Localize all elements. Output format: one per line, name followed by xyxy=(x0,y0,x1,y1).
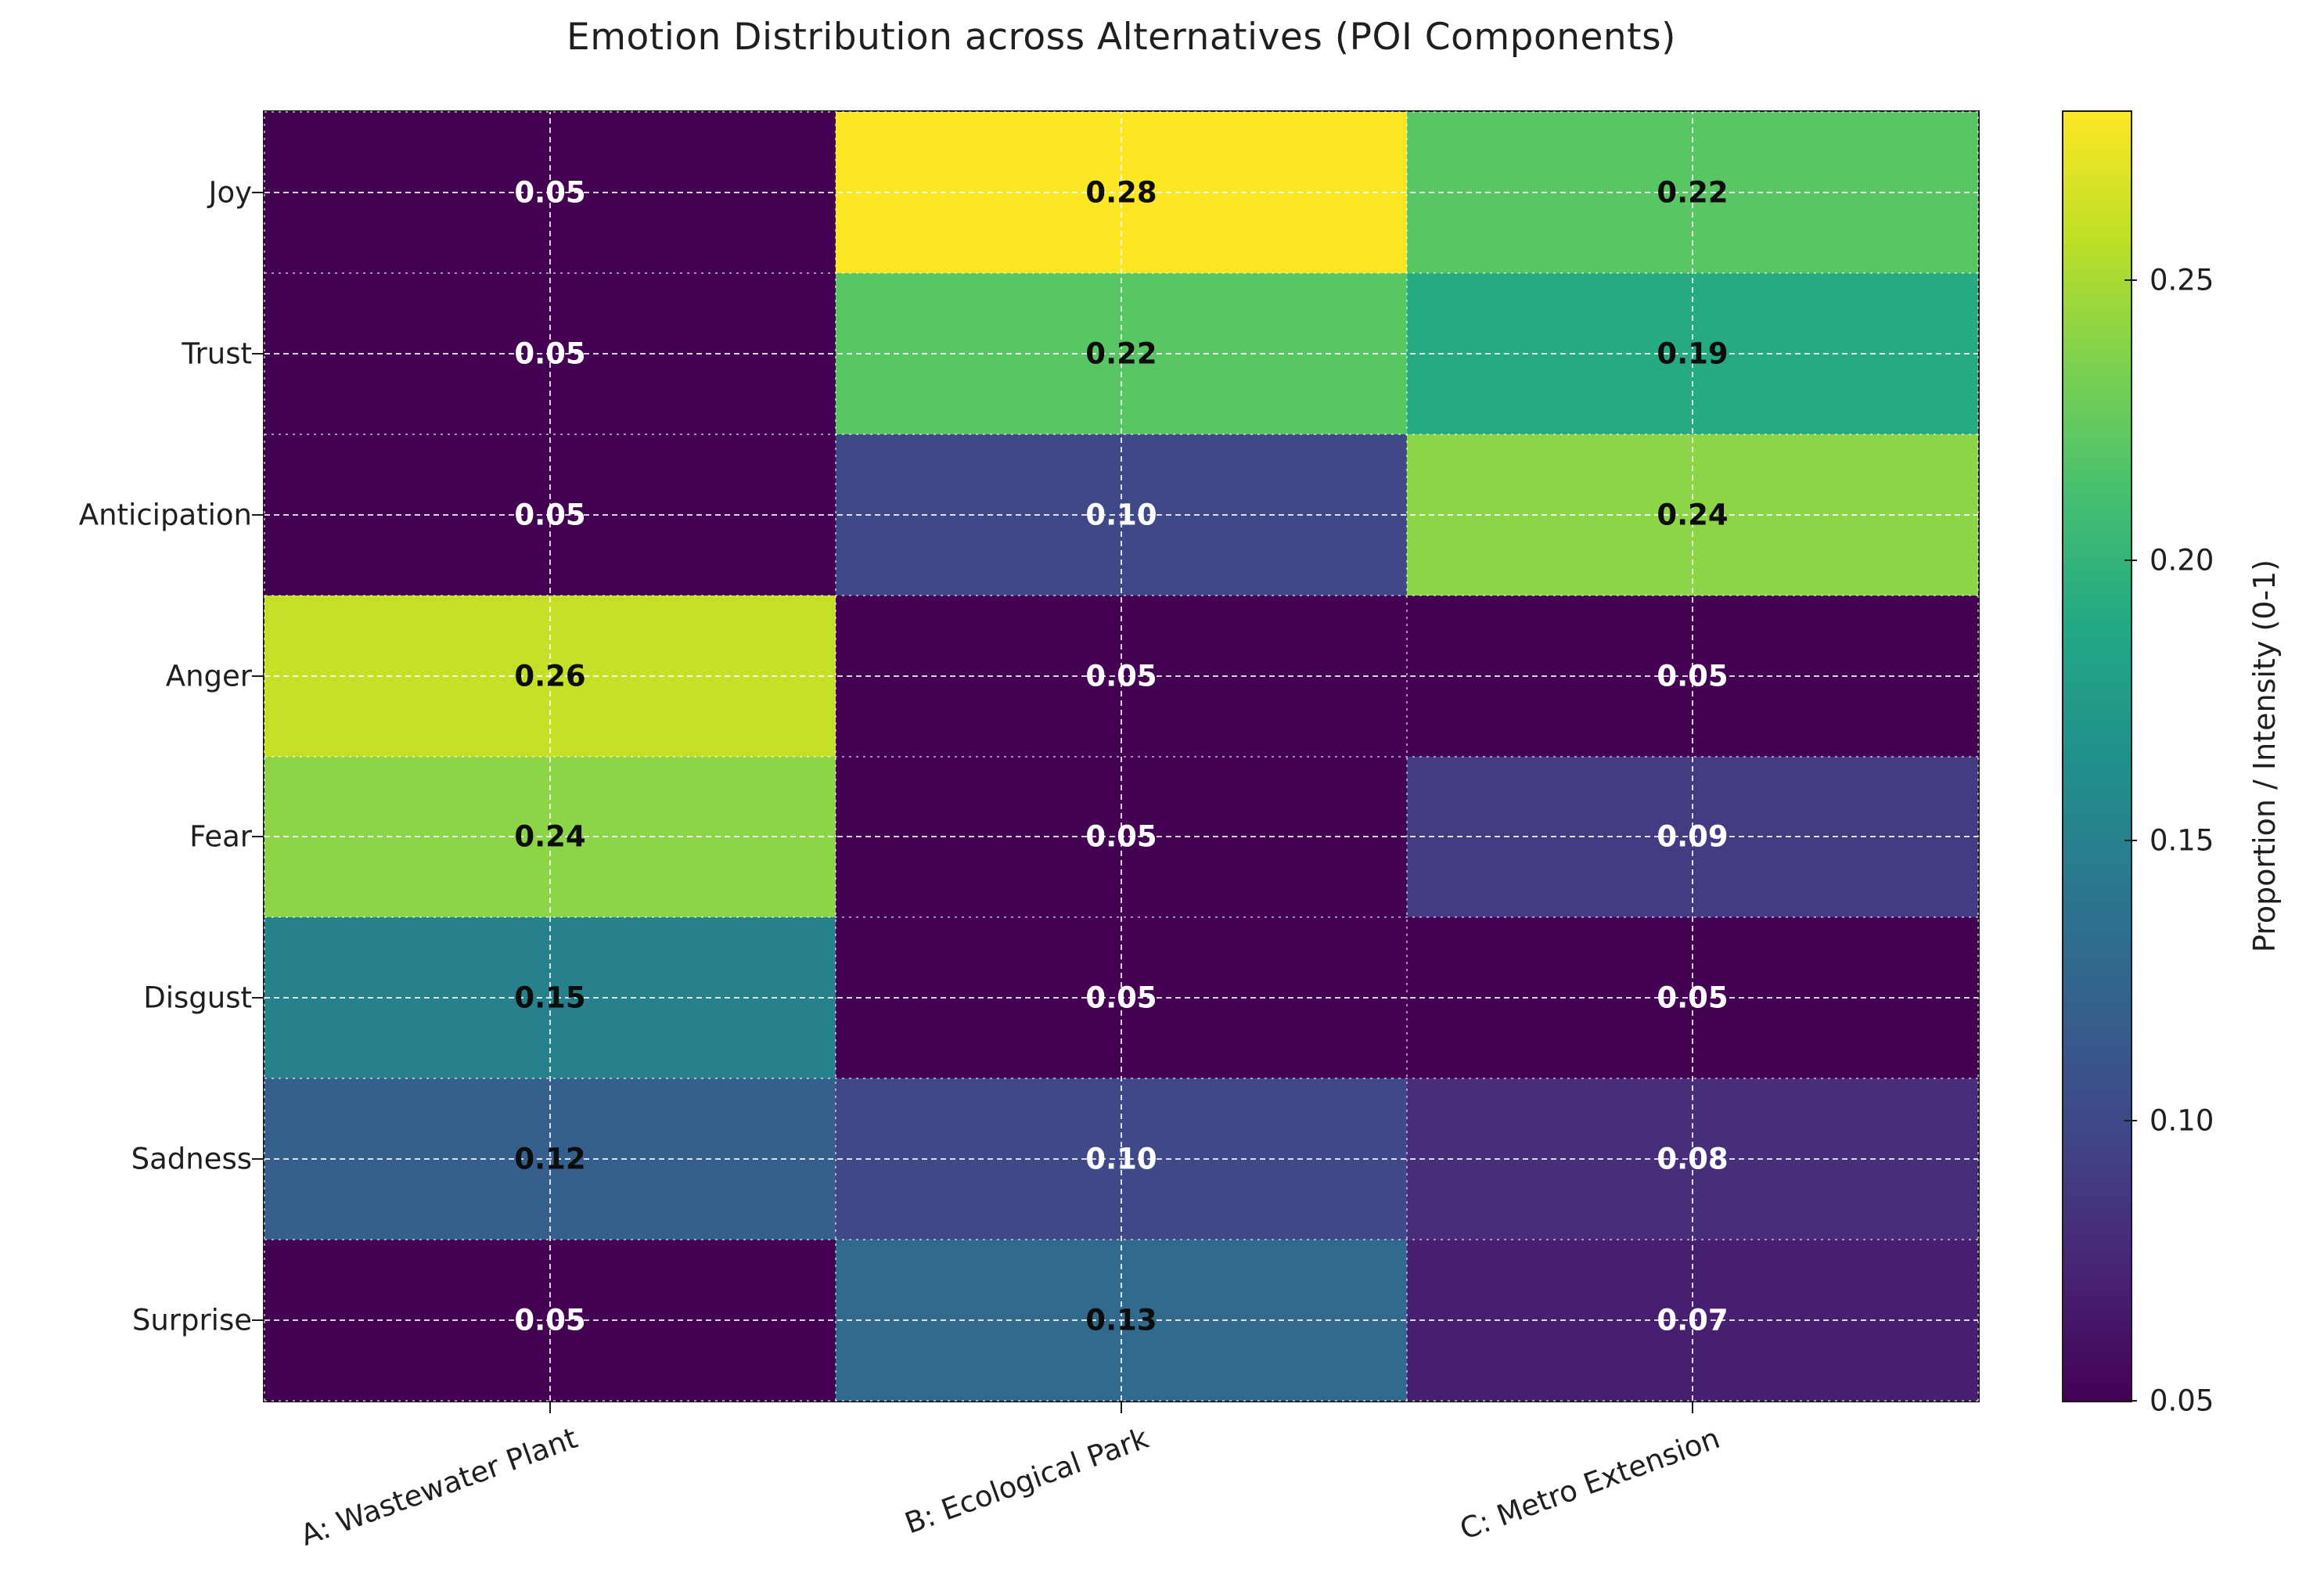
y-tick-mark xyxy=(252,513,263,516)
y-tick-mark xyxy=(252,1158,263,1161)
cell-value: 0.07 xyxy=(1657,1303,1729,1337)
cell-boundary-line xyxy=(264,112,265,1401)
y-tick-label: Anticipation xyxy=(78,498,252,532)
cell-value: 0.05 xyxy=(514,1303,586,1337)
cell-boundary-line xyxy=(1406,112,1408,1401)
gridline xyxy=(549,112,551,1401)
y-tick-mark xyxy=(252,1319,263,1322)
colorbar-tick-mark xyxy=(2124,279,2137,281)
x-tick-mark xyxy=(549,1402,551,1413)
gridline xyxy=(1692,112,1693,1401)
chart-title: Emotion Distribution across Alternatives… xyxy=(567,16,1676,59)
y-tick-label: Surprise xyxy=(131,1303,252,1337)
y-tick-mark xyxy=(252,836,263,838)
cell-value: 0.05 xyxy=(1657,981,1729,1015)
colorbar-tick-label: 0.10 xyxy=(2150,1103,2214,1138)
cell-value: 0.10 xyxy=(1085,498,1157,532)
cell-value: 0.28 xyxy=(1085,175,1157,210)
y-tick-label: Joy xyxy=(208,175,252,210)
colorbar-tick-mark xyxy=(2124,1119,2137,1121)
y-tick-mark xyxy=(252,997,263,999)
cell-value: 0.19 xyxy=(1657,337,1729,371)
cell-value: 0.26 xyxy=(514,659,586,693)
y-tick-label: Fear xyxy=(189,819,252,854)
gridline xyxy=(1121,112,1122,1401)
colorbar-tick-label: 0.25 xyxy=(2150,263,2214,297)
heatmap-plot: 0.05 0.28 0.22 0.05 0.22 0.19 0.05 0.10 0.24 0.26… xyxy=(263,110,1980,1402)
y-tick-mark xyxy=(252,191,263,193)
colorbar xyxy=(2062,110,2132,1402)
y-tick-label: Anger xyxy=(165,659,252,693)
colorbar-tick-mark xyxy=(2124,559,2137,561)
cell-boundary-line xyxy=(264,1400,1978,1402)
cell-value: 0.05 xyxy=(1085,659,1157,693)
cell-value: 0.05 xyxy=(1657,659,1729,693)
cell-value: 0.08 xyxy=(1657,1142,1729,1176)
cell-value: 0.24 xyxy=(514,819,586,854)
colorbar-tick-mark xyxy=(2124,839,2137,841)
y-tick-label: Disgust xyxy=(143,981,252,1015)
y-tick-mark xyxy=(252,352,263,355)
cell-value: 0.15 xyxy=(514,981,586,1015)
x-tick-mark xyxy=(1121,1402,1122,1413)
x-tick-mark xyxy=(1692,1402,1693,1413)
y-tick-mark xyxy=(252,675,263,677)
cell-boundary-line xyxy=(1977,112,1979,1401)
x-tick-label: B: Ecological Park xyxy=(901,1421,1153,1541)
cell-value: 0.05 xyxy=(1085,819,1157,854)
x-tick-label: A: Wastewater Plant xyxy=(296,1421,582,1553)
x-tick-label: C: Metro Extension xyxy=(1455,1421,1725,1547)
cell-value: 0.09 xyxy=(1657,819,1729,854)
cell-value: 0.05 xyxy=(514,498,586,532)
colorbar-axis-label: Proportion / Intensity (0-1) xyxy=(2247,559,2282,953)
y-tick-label: Trust xyxy=(182,337,252,371)
colorbar-tick-label: 0.20 xyxy=(2150,543,2214,578)
colorbar-tick-mark xyxy=(2124,1400,2137,1402)
cell-value: 0.10 xyxy=(1085,1142,1157,1176)
cell-value: 0.12 xyxy=(514,1142,586,1176)
cell-value: 0.22 xyxy=(1085,337,1157,371)
cell-value: 0.05 xyxy=(514,337,586,371)
cell-value: 0.22 xyxy=(1657,175,1729,210)
cell-value: 0.24 xyxy=(1657,498,1729,532)
cell-value: 0.13 xyxy=(1085,1303,1157,1337)
cell-value: 0.05 xyxy=(1085,981,1157,1015)
y-tick-label: Sadness xyxy=(131,1142,252,1176)
cell-value: 0.05 xyxy=(514,175,586,210)
colorbar-tick-label: 0.05 xyxy=(2150,1384,2214,1418)
cell-boundary-line xyxy=(835,112,836,1401)
colorbar-tick-label: 0.15 xyxy=(2150,823,2214,858)
